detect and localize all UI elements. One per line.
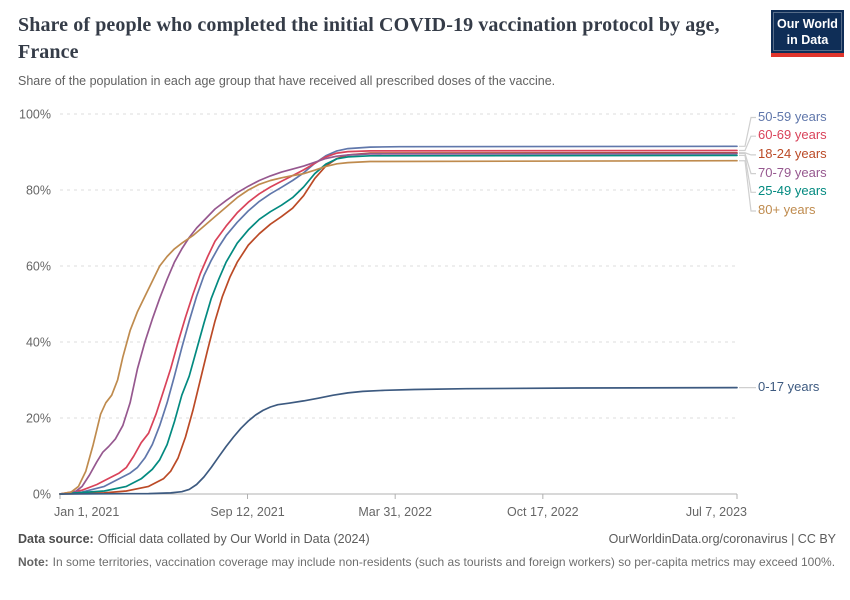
line-18-24-years[interactable] (59, 151, 738, 495)
x-tick-label: Mar 31, 2022 (358, 505, 432, 519)
note-text: In some territories, vaccination coverag… (52, 555, 836, 569)
line-70-79-years[interactable] (59, 152, 738, 495)
datasource-label: Data source: (18, 532, 94, 546)
owid-logo[interactable]: Our World in Data (771, 10, 844, 57)
line-0-17-years[interactable] (59, 386, 738, 495)
owid-logo-line1: Our World (777, 17, 838, 31)
x-tick-label: Jul 7, 2023 (686, 505, 747, 519)
y-tick-label: 60% (26, 260, 51, 274)
footer-note: Note: In some territories, vaccination co… (18, 553, 836, 571)
x-tick-label: Oct 17, 2022 (507, 505, 579, 519)
line-25-49-years[interactable] (59, 154, 738, 495)
legend-label-0-17-years[interactable]: 0-17 years (758, 378, 820, 394)
legend-connector-60-69-years (739, 135, 756, 152)
legend-label-70-79-years[interactable]: 70-79 years (758, 164, 827, 180)
x-tick-label: Jan 1, 2021 (54, 505, 119, 519)
legend-connector-18-24-years (739, 152, 756, 156)
y-tick-label: 20% (26, 412, 51, 426)
y-tick-label: 80% (26, 184, 51, 198)
legend-connector-70-79-years (739, 152, 756, 175)
footer-link[interactable]: OurWorldinData.org/coronavirus | CC BY (608, 532, 836, 546)
chart-subtitle: Share of the population in each age grou… (18, 74, 556, 88)
legend-label-80-years[interactable]: 80+ years (758, 202, 816, 217)
legend-label-25-49-years[interactable]: 25-49 years (758, 183, 827, 199)
line-80-years[interactable] (59, 159, 738, 495)
datasource-line: Data source: Official data collated by Ou… (18, 532, 370, 546)
line-60-69-years[interactable] (59, 149, 738, 495)
owid-logo-line2: in Data (786, 32, 829, 47)
legend-label-60-69-years[interactable]: 60-69 years (758, 127, 827, 143)
legend-label-18-24-years[interactable]: 18-24 years (758, 145, 827, 161)
note-label: Note: (18, 555, 49, 569)
y-tick-label: 0% (33, 488, 51, 502)
legend-connector-80-years (739, 160, 756, 212)
line-50-59-years[interactable] (59, 145, 738, 495)
chart-footer: Data source: Official data collated by Ou… (18, 532, 836, 571)
y-tick-label: 100% (19, 108, 51, 122)
legend-connector-50-59-years (739, 116, 756, 147)
y-tick-label: 40% (26, 336, 51, 350)
legend-label-50-59-years[interactable]: 50-59 years (758, 108, 827, 124)
datasource-text: Official data collated by Our World in D… (97, 532, 370, 546)
page-title: Share of people who completed the initia… (18, 14, 720, 63)
x-tick-label: Sep 12, 2021 (210, 505, 284, 519)
legend-connector-25-49-years (739, 154, 756, 193)
